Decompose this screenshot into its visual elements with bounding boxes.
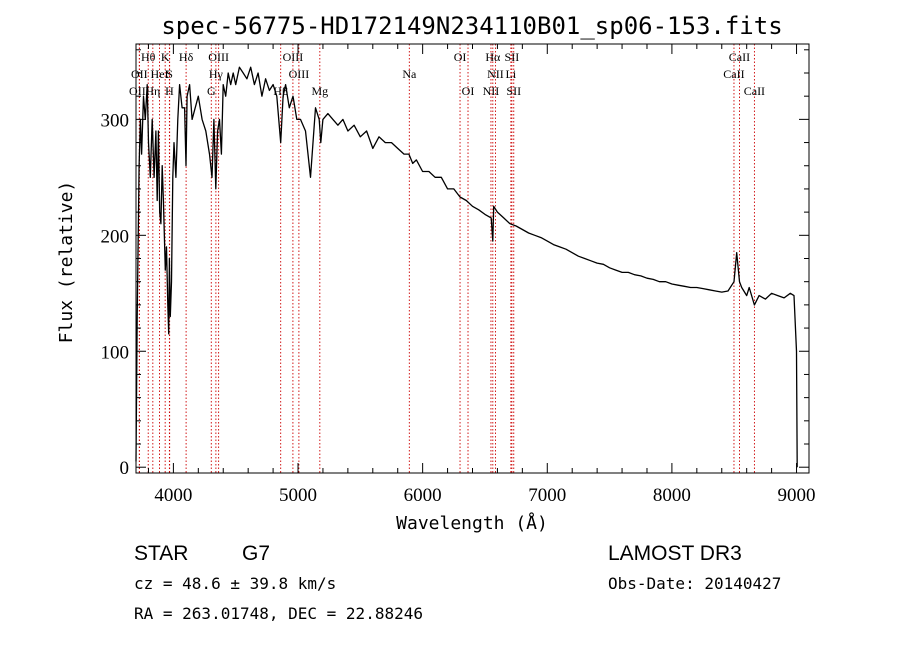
spectral-subclass: G7 [242,542,270,565]
marker-label-26: CaII [723,67,744,81]
x-axis-label: Wavelength (Å) [396,512,548,534]
marker-label-23: NII [483,84,500,98]
plot-frame [135,43,810,474]
marker-label-9: OIII [208,50,229,64]
marker-label-6: Hδ [179,50,194,64]
marker-label-24: SII [506,84,521,98]
marker-label-25: CaII [729,50,750,64]
marker-label-11: G [207,84,216,98]
y-axis-label: Flux (relative) [56,181,77,344]
y-tick-label-3: 300 [101,110,130,131]
marker-label-18: OI [462,84,475,98]
x-tick-label-5: 9000 [778,485,816,506]
marker-label-4: HeI [151,67,169,81]
y-tick-label-0: 0 [120,458,130,479]
x-tick-label-0: 4000 [154,485,192,506]
marker-label-17: OI [454,50,467,64]
y-tick-label-2: 200 [101,226,130,247]
marker-label-21: NII [487,67,504,81]
redshift-readout: cz = 48.6 ± 39.8 km/s [134,574,336,593]
marker-label-20: SII [505,50,520,64]
marker-label-10: Hγ [209,67,224,81]
chart-title: spec-56775-HD172149N234110B01_sp06-153.f… [161,12,782,40]
survey-name: LAMOST DR3 [608,542,742,565]
x-axis-ticks: 4000 5000 6000 7000 8000 9000 [147,44,816,506]
x-tick-label-1: 5000 [279,485,317,506]
marker-label-0: Hθ [141,50,156,64]
marker-label-13: OIII [289,67,310,81]
object-type: STAR [134,542,188,565]
marker-label-16: Na [402,67,417,81]
y-tick-label-1: 100 [101,342,130,363]
marker-label-8: H [165,84,174,98]
marker-label-3: K [161,50,170,64]
x-tick-label-2: 6000 [404,485,442,506]
marker-label-5: Hη [145,84,160,98]
observation-date: Obs-Date: 20140427 [608,574,781,593]
emission-line-markers [138,44,755,473]
marker-label-22: Li [506,67,517,81]
x-tick-label-3: 7000 [528,485,566,506]
marker-label-2: OIII [129,84,150,98]
coordinates-readout: RA = 263.01748, DEC = 22.88246 [134,604,423,623]
marker-label-7: S [166,67,173,81]
flux-series-line [135,66,798,468]
y-axis-ticks: 0 100 200 300 [101,49,809,479]
x-tick-label-4: 8000 [653,485,691,506]
marker-label-12: OIII [283,50,304,64]
marker-label-1: OII [131,67,148,81]
marker-label-15: Mg [311,84,328,98]
marker-label-27: CaII [744,84,765,98]
marker-label-19: Hα [485,50,501,64]
